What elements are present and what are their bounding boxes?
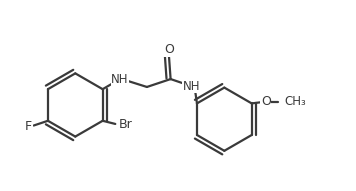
Text: O: O (164, 44, 174, 57)
Text: Br: Br (119, 118, 132, 131)
Text: O: O (261, 95, 271, 108)
Text: NH: NH (182, 79, 200, 92)
Text: CH₃: CH₃ (284, 95, 306, 108)
Text: NH: NH (111, 73, 129, 86)
Text: F: F (25, 120, 32, 133)
